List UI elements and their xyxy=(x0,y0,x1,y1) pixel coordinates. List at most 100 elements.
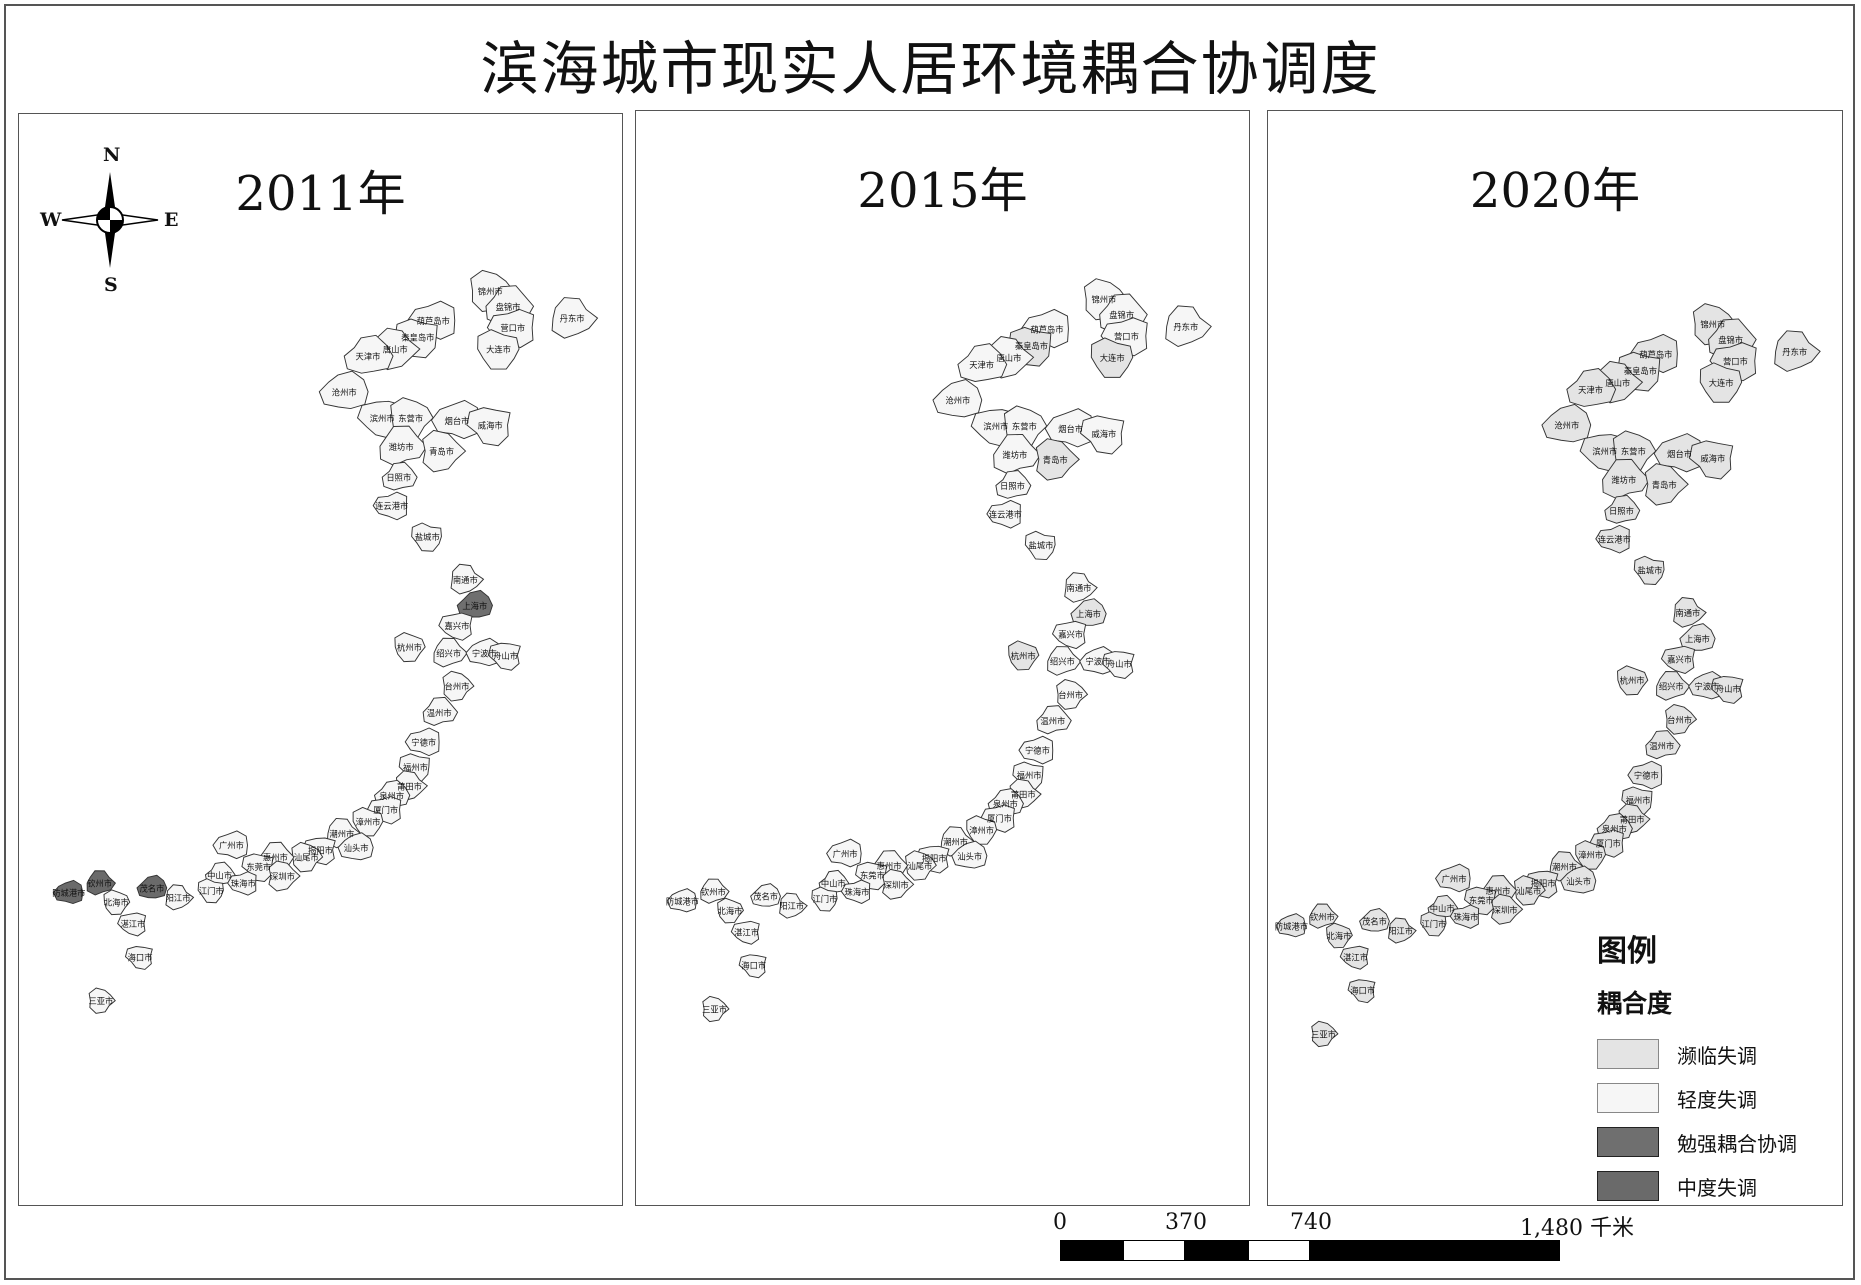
city-region xyxy=(352,806,384,837)
city-region xyxy=(1602,458,1651,500)
city-label: 防城港市 xyxy=(666,896,699,906)
city-region xyxy=(1699,362,1743,403)
city-label: 秦皇岛市 xyxy=(1624,366,1657,376)
city-label: 滨州市 xyxy=(983,422,1008,432)
city-label: 茂名市 xyxy=(753,892,778,902)
city-region xyxy=(1326,922,1353,949)
city-label: 日照市 xyxy=(1609,506,1634,516)
compass-east-label: E xyxy=(164,209,179,231)
legend-label: 中度失调 xyxy=(1677,1175,1757,1200)
city-label: 唐山市 xyxy=(996,353,1021,363)
city-label: 大连市 xyxy=(1100,353,1125,363)
city-region xyxy=(826,838,862,868)
city-label: 唐山市 xyxy=(383,345,408,355)
city-label: 烟台市 xyxy=(445,416,470,426)
city-region xyxy=(1491,893,1524,925)
city-label: 烟台市 xyxy=(1667,449,1692,459)
city-label: 秦皇岛市 xyxy=(401,333,434,343)
city-label: 珠海市 xyxy=(845,887,870,897)
city-region xyxy=(666,888,698,913)
scale-segment xyxy=(1123,1240,1185,1261)
city-region xyxy=(932,378,983,418)
city-region xyxy=(456,589,493,618)
city-region xyxy=(1024,530,1056,561)
city-region xyxy=(986,499,1021,529)
city-region xyxy=(136,874,168,899)
city-region xyxy=(738,954,767,979)
city-region xyxy=(1036,705,1072,735)
city-region xyxy=(1656,671,1691,701)
city-region xyxy=(124,946,153,970)
city-label: 绍兴市 xyxy=(1659,682,1684,692)
city-label: 温州市 xyxy=(1649,741,1674,751)
city-label: 阳江市 xyxy=(166,893,191,903)
year-label: 2015年 xyxy=(857,163,1028,219)
city-label: 江门市 xyxy=(199,886,224,896)
city-label: 上海市 xyxy=(1685,634,1710,644)
city-label: 潮州市 xyxy=(329,829,354,839)
city-label: 汕头市 xyxy=(957,851,982,861)
city-region xyxy=(212,830,248,860)
city-label: 连云港市 xyxy=(989,510,1022,520)
city-region xyxy=(951,840,988,869)
city-label: 汕尾市 xyxy=(294,853,319,863)
city-label: 东莞市 xyxy=(1469,895,1494,905)
city-label: 天津市 xyxy=(356,352,381,362)
city-label: 盐城市 xyxy=(415,532,440,542)
city-label: 潮州市 xyxy=(1552,862,1577,872)
city-label: 威海市 xyxy=(1700,454,1725,464)
compass-icon xyxy=(61,172,159,268)
scale-segment xyxy=(1060,1240,1123,1261)
compass-west-label: W xyxy=(40,209,62,231)
city-region xyxy=(1434,863,1471,893)
city-region xyxy=(343,334,394,374)
city-region xyxy=(477,329,520,370)
city-region xyxy=(995,470,1032,499)
city-label: 江门市 xyxy=(813,894,838,904)
city-label: 唐山市 xyxy=(1605,378,1630,388)
city-region xyxy=(1051,620,1087,650)
city-region xyxy=(1774,330,1821,372)
city-region xyxy=(717,897,744,924)
city-label: 上海市 xyxy=(1076,609,1101,619)
city-label: 厦门市 xyxy=(373,805,398,815)
city-label: 南通市 xyxy=(1675,608,1700,618)
city-label: 舟山市 xyxy=(1716,684,1741,694)
city-region xyxy=(779,892,808,919)
city-label: 舟山市 xyxy=(1107,659,1132,669)
scale-segment xyxy=(1185,1240,1248,1261)
city-region xyxy=(840,879,871,904)
city-region xyxy=(1604,494,1641,524)
year-label: 2020年 xyxy=(1469,163,1641,219)
city-region xyxy=(1463,886,1497,916)
city-label: 中山市 xyxy=(1430,904,1455,914)
scale-segment xyxy=(1310,1240,1560,1261)
city-region xyxy=(466,407,511,447)
city-label: 绍兴市 xyxy=(436,648,461,658)
city-region xyxy=(882,868,915,900)
city-label: 连云港市 xyxy=(375,501,408,511)
city-label: 湛江市 xyxy=(1343,952,1368,962)
city-region xyxy=(1541,403,1592,443)
city-label: 北海市 xyxy=(1326,931,1351,941)
legend-item: 濒临失调 xyxy=(1597,1032,1797,1076)
city-region xyxy=(1449,904,1480,929)
legend-title: 图例 xyxy=(1597,934,1657,969)
city-region xyxy=(241,853,274,882)
city-label: 嘉兴市 xyxy=(445,621,470,631)
city-region xyxy=(450,563,485,595)
scale-tick: 0 xyxy=(1053,1210,1067,1235)
compass-south-label: S xyxy=(104,274,118,296)
city-label: 广州市 xyxy=(219,841,244,851)
city-label: 宁德市 xyxy=(1634,771,1659,781)
city-region xyxy=(487,642,521,671)
city-label: 揭阳市 xyxy=(308,845,333,855)
city-label: 潍坊市 xyxy=(1002,450,1027,460)
city-label: 连云港市 xyxy=(1598,534,1631,544)
city-region xyxy=(227,871,257,896)
city-region xyxy=(1070,598,1107,626)
city-region xyxy=(379,425,428,466)
city-label: 钦州市 xyxy=(701,887,726,897)
city-label: 东营市 xyxy=(398,413,423,423)
